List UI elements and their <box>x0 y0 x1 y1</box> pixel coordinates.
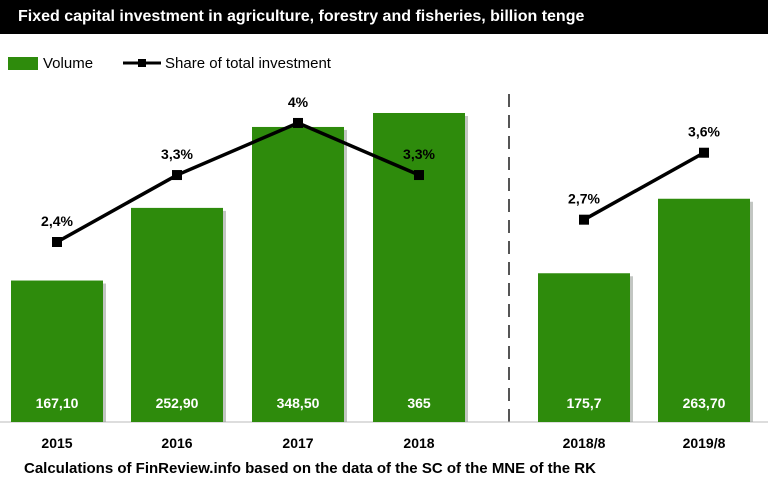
share-marker <box>699 147 709 158</box>
bar-value-label: 348,50 <box>277 395 320 411</box>
share-line <box>583 151 705 222</box>
bar-value-label: 252,90 <box>156 395 199 411</box>
bar <box>538 273 630 422</box>
legend-item-share: Share of total investment <box>123 55 331 72</box>
bar <box>131 207 223 422</box>
source-note: Calculations of FinReview.info based on … <box>24 460 596 477</box>
share-value-label: 2,4% <box>41 213 73 229</box>
x-tick-label: 2018 <box>403 435 434 451</box>
legend-swatch-volume <box>8 56 38 70</box>
x-tick-label: 2019/8 <box>683 435 726 451</box>
chart-area: 167,10 252,90 348,50 365 2015 2016 2017 2018 2,4… <box>0 94 768 451</box>
share-marker <box>172 170 182 181</box>
legend-label-share: Share of total investment <box>165 54 331 72</box>
legend: Volume Share of total investment <box>8 52 361 74</box>
share-value-label: 4% <box>288 94 309 110</box>
share-marker <box>52 237 62 247</box>
share-value-label: 3,3% <box>403 146 435 162</box>
legend-label-volume: Volume <box>43 54 94 72</box>
x-tick-label: 2018/8 <box>563 435 606 451</box>
share-value-label: 2,7% <box>568 191 600 207</box>
share-marker <box>293 117 303 128</box>
x-tick-label: 2017 <box>282 435 313 451</box>
bar-value-label: 365 <box>407 395 431 411</box>
share-marker <box>579 214 589 225</box>
legend-item-volume: Volume <box>8 55 93 72</box>
bar-value-label: 263,70 <box>683 395 726 411</box>
bar <box>11 280 103 422</box>
chart-title: Fixed capital investment in agriculture,… <box>0 0 768 34</box>
x-tick-label: 2016 <box>161 435 192 451</box>
share-line <box>56 121 420 244</box>
share-value-label: 3,6% <box>688 124 720 140</box>
share-marker <box>414 170 424 181</box>
bar-value-label: 167,10 <box>36 395 79 411</box>
x-tick-label: 2015 <box>41 435 72 451</box>
bar <box>252 126 344 422</box>
bar <box>373 112 465 422</box>
share-value-label: 3,3% <box>161 146 193 162</box>
bar <box>658 198 750 422</box>
legend-swatch-share <box>123 59 162 67</box>
bar-value-label: 175,7 <box>566 395 601 411</box>
